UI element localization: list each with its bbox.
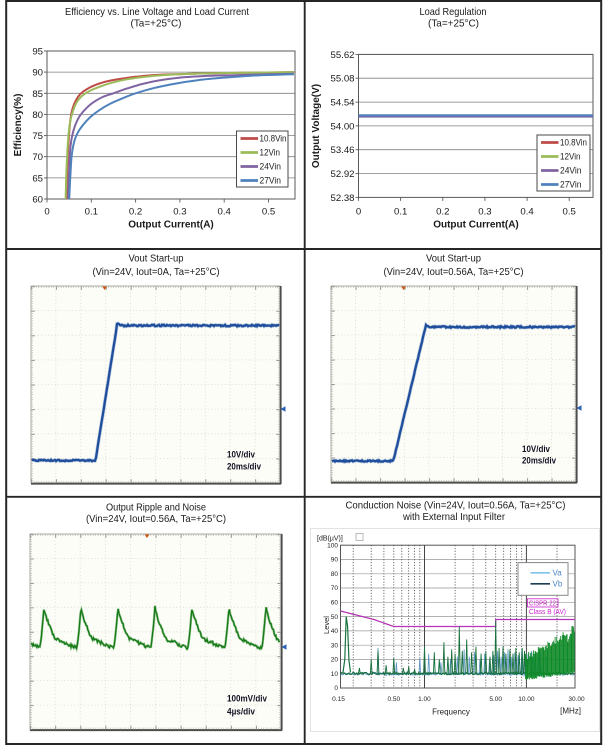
svg-text:10.00: 10.00 — [518, 696, 535, 703]
svg-text:85: 85 — [32, 89, 43, 100]
svg-text:80: 80 — [331, 571, 339, 578]
svg-text:10: 10 — [331, 671, 339, 678]
svg-text:0.50: 0.50 — [387, 696, 400, 703]
svg-text:10.8Vin: 10.8Vin — [560, 138, 587, 148]
svg-text:Level: Level — [322, 616, 331, 634]
svg-text:0.4: 0.4 — [520, 207, 534, 218]
svg-text:95: 95 — [32, 47, 43, 58]
svg-text:5.00: 5.00 — [489, 696, 502, 703]
svg-text:Va: Va — [553, 569, 563, 578]
svg-text:30.00: 30.00 — [568, 696, 585, 703]
svg-text:54.54: 54.54 — [330, 98, 355, 109]
svg-text:0.1: 0.1 — [394, 207, 407, 218]
svg-text:0.5: 0.5 — [563, 207, 576, 218]
svg-text:(Vin=24V, Iout=0A, Ta=+25°C): (Vin=24V, Iout=0A, Ta=+25°C) — [93, 267, 220, 278]
svg-text:Load Regulation: Load Regulation — [420, 7, 487, 18]
svg-text:Frequency: Frequency — [432, 708, 470, 717]
svg-text:40: 40 — [331, 628, 339, 635]
svg-text:Output Voltage(V): Output Voltage(V) — [311, 84, 322, 168]
svg-text:52.92: 52.92 — [330, 169, 354, 180]
svg-text:Output Ripple and Noise: Output Ripple and Noise — [106, 503, 206, 514]
svg-text:24Vin: 24Vin — [260, 162, 282, 172]
svg-text:70: 70 — [32, 152, 43, 163]
svg-text:0.15: 0.15 — [332, 696, 345, 703]
svg-text:with External Input Filter: with External Input Filter — [402, 512, 505, 523]
svg-text:55.08: 55.08 — [330, 74, 354, 85]
svg-text:24Vin: 24Vin — [560, 166, 582, 176]
svg-text:65: 65 — [32, 173, 43, 184]
svg-text:80: 80 — [32, 110, 43, 121]
svg-text:90: 90 — [331, 557, 339, 564]
svg-text:Vout Start-up: Vout Start-up — [426, 253, 481, 264]
svg-text:0: 0 — [356, 207, 361, 218]
svg-text:20ms/div: 20ms/div — [227, 462, 262, 472]
svg-text:70: 70 — [331, 585, 339, 592]
svg-text:10.8Vin: 10.8Vin — [260, 134, 287, 144]
svg-text:12Vin: 12Vin — [260, 148, 281, 158]
svg-text:60: 60 — [331, 600, 339, 607]
svg-text:0.2: 0.2 — [129, 207, 142, 218]
svg-text:10V/div: 10V/div — [522, 444, 551, 454]
svg-text:0.5: 0.5 — [262, 207, 275, 218]
svg-text:53.46: 53.46 — [330, 145, 354, 156]
svg-text:20: 20 — [331, 657, 339, 664]
svg-text:75: 75 — [32, 131, 43, 142]
svg-text:4µs/div: 4µs/div — [227, 707, 256, 717]
svg-text:0.2: 0.2 — [436, 207, 449, 218]
svg-text:Vb: Vb — [553, 580, 563, 589]
svg-text:12Vin: 12Vin — [560, 152, 581, 162]
svg-text:1.00: 1.00 — [418, 696, 431, 703]
svg-text:Output Current(A): Output Current(A) — [433, 220, 519, 231]
svg-text:27Vin: 27Vin — [260, 176, 282, 186]
svg-text:0.3: 0.3 — [173, 207, 186, 218]
svg-text:[MHz]: [MHz] — [560, 707, 581, 716]
svg-text:54.00: 54.00 — [330, 121, 354, 132]
svg-text:52.38: 52.38 — [330, 193, 354, 204]
svg-text:100: 100 — [327, 542, 338, 549]
svg-text:(Vin=24V, Iout=0.56A, Ta=+25°C: (Vin=24V, Iout=0.56A, Ta=+25°C) — [384, 267, 524, 278]
svg-text:0: 0 — [44, 207, 49, 218]
svg-text:Conduction Noise (Vin=24V, Iou: Conduction Noise (Vin=24V, Iout=0.56A, T… — [346, 501, 566, 512]
svg-text:Class B (AV): Class B (AV) — [529, 607, 566, 616]
svg-text:60: 60 — [32, 195, 43, 206]
svg-text:Output Current(A): Output Current(A) — [128, 220, 214, 231]
svg-text:(Ta=+25°C): (Ta=+25°C) — [131, 19, 182, 30]
svg-text:Efficiency(%): Efficiency(%) — [13, 94, 24, 157]
svg-text:30: 30 — [331, 642, 339, 649]
svg-text:0: 0 — [334, 685, 338, 692]
svg-text:Vout Start-up: Vout Start-up — [129, 253, 184, 264]
svg-text:50: 50 — [331, 614, 339, 621]
svg-text:100mV/div: 100mV/div — [227, 694, 268, 704]
svg-text:(Vin=24V, Iout=0.56A, Ta=+25°C: (Vin=24V, Iout=0.56A, Ta=+25°C) — [86, 514, 226, 525]
svg-text:0.1: 0.1 — [85, 207, 98, 218]
svg-text:20ms/div: 20ms/div — [522, 456, 557, 466]
svg-text:10V/div: 10V/div — [227, 450, 256, 460]
svg-text:27Vin: 27Vin — [560, 180, 582, 190]
svg-text:90: 90 — [32, 68, 43, 79]
svg-text:[dB(µV)]: [dB(µV)] — [317, 536, 343, 543]
svg-text:Efficiency vs. Line Voltage an: Efficiency vs. Line Voltage and Load Cur… — [65, 7, 249, 18]
svg-text:55.62: 55.62 — [330, 50, 354, 61]
svg-text:0.3: 0.3 — [478, 207, 491, 218]
svg-text:CISPR 22: CISPR 22 — [529, 599, 556, 608]
svg-text:0.4: 0.4 — [218, 207, 232, 218]
svg-text:(Ta=+25°C): (Ta=+25°C) — [428, 19, 479, 30]
